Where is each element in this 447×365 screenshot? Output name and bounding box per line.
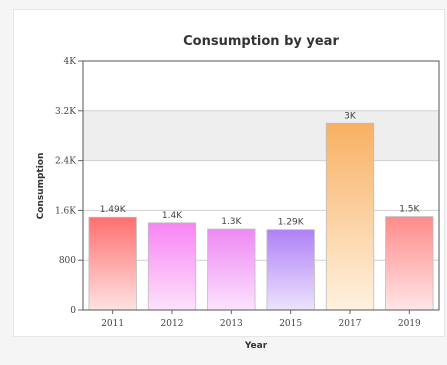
y-tick-label: 3.2K bbox=[55, 107, 76, 117]
bar bbox=[207, 228, 256, 311]
y-tick-label: 800 bbox=[59, 256, 76, 266]
data-label: 1.5K bbox=[399, 205, 420, 215]
y-axis-title: Consumption bbox=[36, 153, 46, 220]
y-tick-label: 2.4K bbox=[55, 157, 76, 167]
bar bbox=[385, 216, 434, 311]
data-label: 1.4K bbox=[162, 211, 183, 221]
y-tick-label: 1.6K bbox=[55, 206, 76, 216]
bar bbox=[325, 122, 375, 311]
bar bbox=[88, 216, 137, 311]
x-tick-label: 2013 bbox=[220, 319, 243, 329]
x-tick-label: 2011 bbox=[101, 319, 124, 329]
y-tick-label: 0 bbox=[70, 306, 76, 316]
data-label: 3K bbox=[344, 111, 357, 121]
data-label: 1.49K bbox=[100, 205, 127, 215]
plot-area bbox=[83, 61, 439, 310]
grid-band bbox=[83, 110, 439, 161]
chart-title: Consumption by year bbox=[183, 34, 339, 49]
y-tick-label: 4K bbox=[64, 57, 77, 67]
x-tick-label: 2019 bbox=[398, 319, 421, 329]
x-axis-title: Year bbox=[244, 341, 268, 351]
bar bbox=[147, 222, 197, 311]
x-tick-label: 2012 bbox=[161, 319, 184, 329]
bar bbox=[266, 229, 315, 311]
x-tick-label: 2015 bbox=[279, 319, 302, 329]
data-label: 1.29K bbox=[278, 218, 305, 228]
data-label: 1.3K bbox=[221, 217, 242, 227]
x-tick-label: 2017 bbox=[339, 319, 362, 329]
plot-border bbox=[82, 60, 440, 311]
